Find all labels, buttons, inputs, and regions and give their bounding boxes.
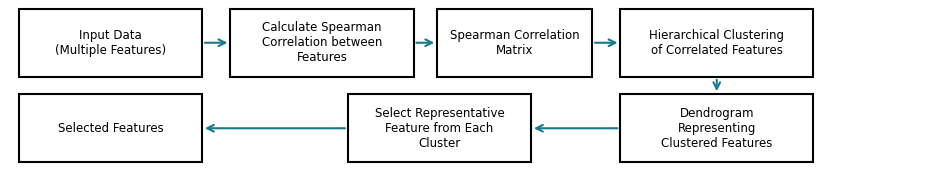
Text: Hierarchical Clustering
of Correlated Features: Hierarchical Clustering of Correlated Fe… [650,29,784,57]
FancyBboxPatch shape [348,94,531,162]
FancyBboxPatch shape [230,9,414,77]
Text: Calculate Spearman
Correlation between
Features: Calculate Spearman Correlation between F… [261,21,383,64]
FancyBboxPatch shape [19,94,202,162]
Text: Selected Features: Selected Features [57,122,164,135]
FancyBboxPatch shape [19,9,202,77]
FancyBboxPatch shape [620,94,813,162]
FancyBboxPatch shape [620,9,813,77]
FancyBboxPatch shape [437,9,592,77]
Text: Select Representative
Feature from Each
Cluster: Select Representative Feature from Each … [374,107,505,150]
Text: Dendrogram
Representing
Clustered Features: Dendrogram Representing Clustered Featur… [661,107,773,150]
Text: Input Data
(Multiple Features): Input Data (Multiple Features) [55,29,166,57]
Text: Spearman Correlation
Matrix: Spearman Correlation Matrix [450,29,579,57]
